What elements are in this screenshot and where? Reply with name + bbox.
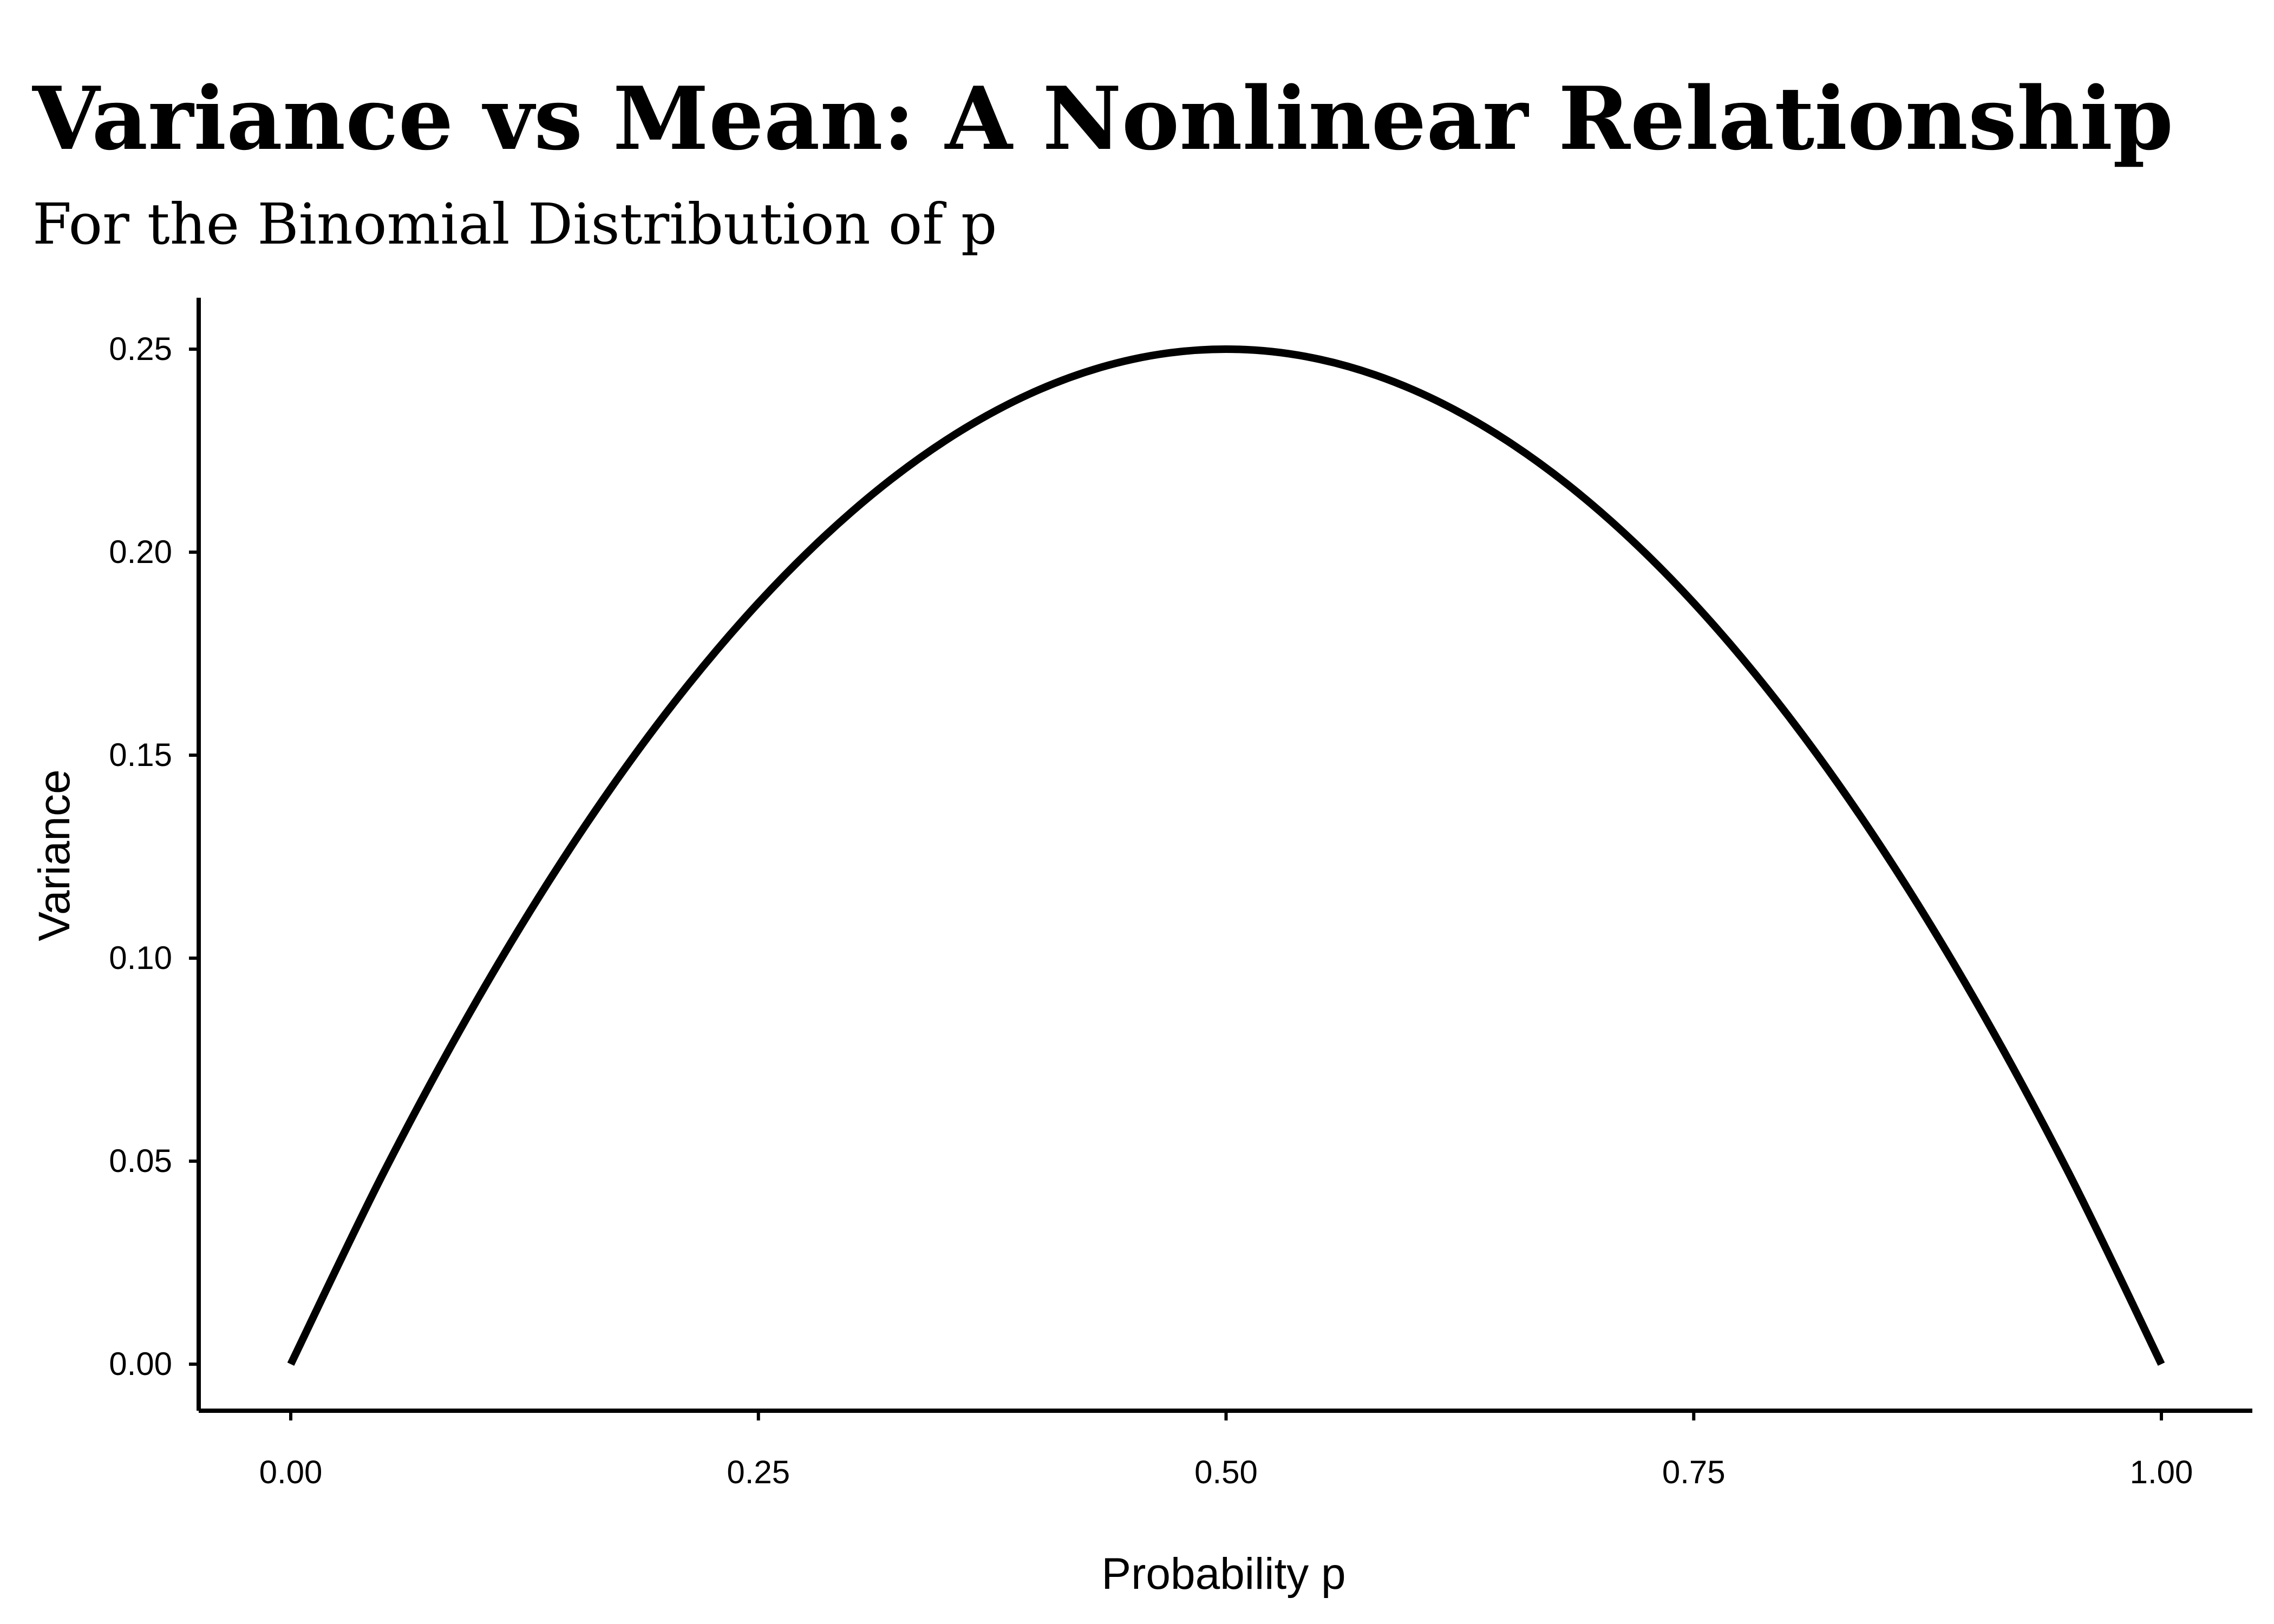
x-tick-label: 0.50 xyxy=(1194,1454,1258,1490)
axes xyxy=(197,298,2252,1413)
x-axis-label: Probability p xyxy=(1101,1549,1345,1599)
y-axis-ticks: 0.00 0.05 0.10 0.15 0.20 0.25 xyxy=(109,331,199,1382)
x-tick-label: 1.00 xyxy=(2130,1454,2193,1490)
y-tick-label: 0.25 xyxy=(109,331,172,367)
y-tick-label: 0.00 xyxy=(109,1346,172,1382)
y-tick-label: 0.05 xyxy=(109,1143,172,1179)
x-tick-label: 0.25 xyxy=(727,1454,790,1490)
series-line xyxy=(287,345,2165,1366)
y-tick-label: 0.15 xyxy=(109,737,172,773)
x-axis-ticks: 0.00 0.25 0.50 0.75 1.00 xyxy=(259,1411,2193,1490)
y-tick-label: 0.20 xyxy=(109,534,172,570)
y-axis-label: Variance xyxy=(30,769,79,941)
x-tick-label: 0.75 xyxy=(1662,1454,1726,1490)
y-tick-label: 0.10 xyxy=(109,940,172,976)
x-tick-label: 0.00 xyxy=(259,1454,323,1490)
chart-subtitle: For the Binomial Distribution of p xyxy=(32,191,997,257)
chart-title: Variance vs Mean: A Nonlinear Relationsh… xyxy=(32,68,2173,169)
